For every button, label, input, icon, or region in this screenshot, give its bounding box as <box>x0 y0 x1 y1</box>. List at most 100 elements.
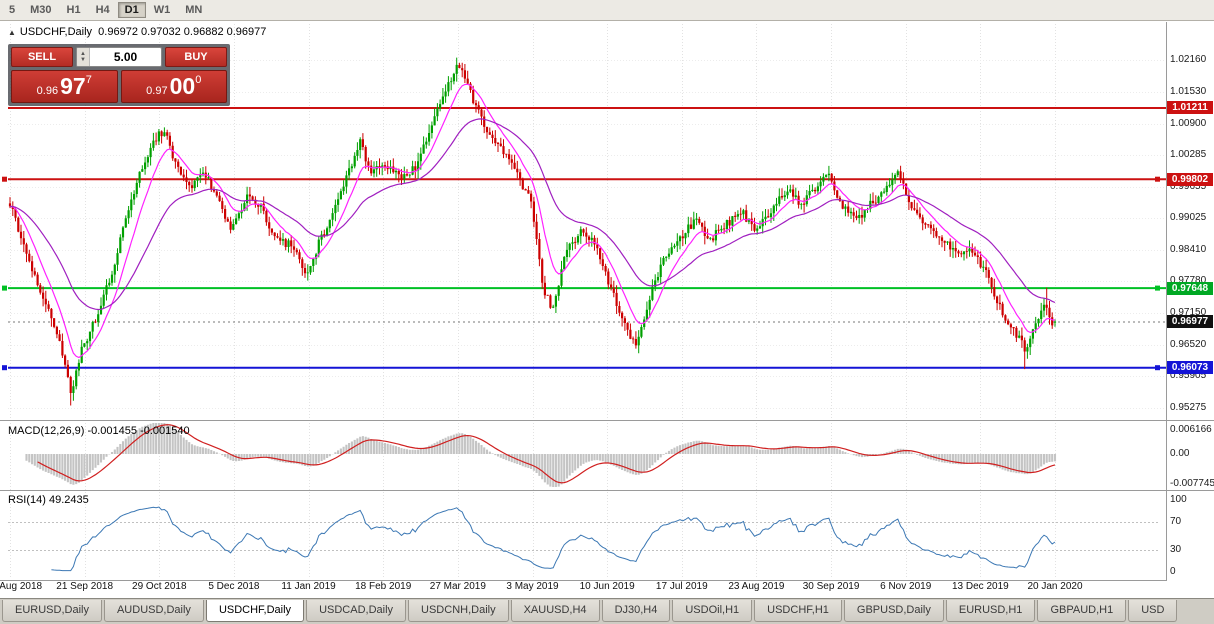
volume-value[interactable]: 5.00 <box>113 50 138 64</box>
chart-area[interactable]: ▲ USDCHF,Daily 0.96972 0.97032 0.96882 0.… <box>0 22 1214 598</box>
timeframe-button-m30[interactable]: M30 <box>30 4 52 16</box>
one-click-trading-panel: SELL ▲ ▼ 5.00 BUY 0.96 97 7 0.97 00 0 <box>8 44 230 106</box>
rsi-line <box>51 506 1056 572</box>
chart-header: ▲ USDCHF,Daily 0.96972 0.97032 0.96882 0.… <box>8 26 266 38</box>
rsi-tick-70: 70 <box>1170 515 1182 527</box>
sell-price-big-digits: 97 <box>60 73 86 99</box>
price-tick-0.97780: 0.97780 <box>1170 275 1214 286</box>
date-tick-3: 5 Dec 2018 <box>208 581 260 592</box>
chart-canvas[interactable] <box>0 22 1214 598</box>
chart-tab-usdcad-daily[interactable]: USDCAD,Daily <box>306 600 407 622</box>
rsi-tick-0: 0 <box>1170 566 1176 577</box>
chart-tab-xauusd-h4[interactable]: XAUUSD,H4 <box>510 600 600 622</box>
timeframe-button-mn[interactable]: MN <box>185 4 203 16</box>
price-tick-0.99655: 0.99655 <box>1170 180 1207 192</box>
price-tick-0.96520: 0.96520 <box>1170 339 1207 351</box>
level-line-handle-right-1[interactable] <box>1155 176 1160 182</box>
rsi-tick-30: 30 <box>1170 544 1182 556</box>
price-tick-1.00285: 1.00285 <box>1170 148 1207 160</box>
timeframe-toolbar: 5 M30 H1 H4 D1 W1 MN <box>0 0 1214 21</box>
price-tick-0.97150: 0.97150 <box>1170 307 1207 319</box>
horizontal-gridlines <box>8 60 1166 409</box>
level-price-label-3: 0.96073 <box>1167 361 1213 375</box>
rsi-indicator-label: RSI(14) 49.2435 <box>8 494 89 506</box>
moving-average-10 <box>9 83 1056 359</box>
price-tick-0.95275: 0.95275 <box>1170 402 1207 413</box>
buy-price-button[interactable]: 0.97 00 0 <box>120 70 227 103</box>
sell-price-button[interactable]: 0.96 97 7 <box>11 70 118 103</box>
current-price-label: 0.96977 <box>1167 315 1213 329</box>
level-line-handle-left-3[interactable] <box>2 365 7 371</box>
level-price-label-1: 0.99802 <box>1167 172 1213 186</box>
chart-tab-usd[interactable]: USD <box>1128 600 1178 622</box>
date-tick-5: 18 Feb 2019 <box>355 581 412 592</box>
chart-tab-audusd-daily[interactable]: AUDUSD,Daily <box>103 600 204 622</box>
date-tick-0: 10 Aug 2018 <box>0 581 43 592</box>
buy-price-big-digits: 00 <box>169 73 196 99</box>
volume-field[interactable]: ▲ ▼ 5.00 <box>76 47 162 67</box>
macd-histogram <box>25 423 1057 487</box>
timeframe-button-h1[interactable]: H1 <box>66 4 81 16</box>
date-tick-2: 29 Oct 2018 <box>132 581 187 592</box>
candle-bodies-down <box>8 64 1054 393</box>
macd-indicator-label: MACD(12,26,9) -0.001455 -0.001540 <box>8 425 190 437</box>
date-tick-7: 3 May 2019 <box>506 581 559 592</box>
volume-down-icon[interactable]: ▼ <box>80 57 86 63</box>
timeframe-button-w1[interactable]: W1 <box>153 4 171 16</box>
level-line-handle-right-2[interactable] <box>1155 285 1160 291</box>
level-line-handle-right-3[interactable] <box>1155 365 1160 371</box>
price-tick-1.01530: 1.01530 <box>1170 85 1207 97</box>
price-tick-0.98410: 0.98410 <box>1170 243 1207 255</box>
date-tick-11: 30 Sep 2019 <box>802 581 860 592</box>
price-tick-0.95905: 0.95905 <box>1170 370 1207 382</box>
buy-price-prefix: 0.97 <box>146 85 168 97</box>
collapse-arrow-icon[interactable]: ▲ <box>8 28 16 37</box>
chart-tab-dj30-h4[interactable]: DJ30,H4 <box>601 600 671 622</box>
volume-up-icon[interactable]: ▲ <box>80 51 86 57</box>
sell-price-prefix: 0.96 <box>36 85 59 97</box>
chart-tab-eurusd-h1[interactable]: EURUSD,H1 <box>945 600 1036 622</box>
price-tick-0.99025: 0.99025 <box>1170 212 1207 224</box>
volume-spinner[interactable]: ▲ ▼ <box>77 48 90 66</box>
moving-average-34 <box>9 118 1056 311</box>
sell-button[interactable]: SELL <box>11 47 73 67</box>
chart-tab-gbpaud-h1[interactable]: GBPAUD,H1 <box>1037 600 1127 622</box>
date-tick-14: 20 Jan 2020 <box>1027 581 1083 592</box>
rsi-tick-100: 100 <box>1170 494 1187 505</box>
chart-tab-usdcnh-daily[interactable]: USDCNH,Daily <box>408 600 509 622</box>
candle-wicks-down <box>9 62 1053 406</box>
level-line-handle-left-2[interactable] <box>2 285 7 291</box>
chart-tab-usdoil-h1[interactable]: USDOil,H1 <box>672 600 753 622</box>
date-tick-9: 17 Jul 2019 <box>655 581 708 592</box>
date-tick-10: 23 Aug 2019 <box>728 581 785 592</box>
date-tick-12: 6 Nov 2019 <box>880 581 932 592</box>
timeframe-button-5[interactable]: 5 <box>9 4 16 16</box>
date-tick-8: 10 Jun 2019 <box>579 581 635 592</box>
chart-tab-eurusd-daily[interactable]: EURUSD,Daily <box>2 600 102 622</box>
macd-tick--0.007745: -0.007745 <box>1170 478 1214 489</box>
price-tick-1.00900: 1.00900 <box>1170 117 1207 129</box>
time-scale[interactable]: 10 Aug 2018 21 Sep 2018 29 Oct 2018 5 Dec 2… <box>0 581 1166 596</box>
date-tick-4: 11 Jan 2019 <box>281 581 336 592</box>
chart-tab-gbpusd-daily[interactable]: GBPUSD,Daily <box>843 600 944 622</box>
date-tick-1: 21 Sep 2018 <box>56 581 113 592</box>
sell-price-pip-digit: 7 <box>85 74 92 86</box>
price-scale[interactable]: 1.02160 1.01530 1.00900 1.00285 0.99655 0.990… <box>1167 22 1214 598</box>
candle-bodies-up <box>72 64 1057 393</box>
timeframe-button-d1[interactable]: D1 <box>117 2 146 18</box>
chart-tab-usdchf-daily[interactable]: USDCHF,Daily <box>205 600 305 622</box>
buy-button[interactable]: BUY <box>165 47 227 67</box>
chart-tab-usdchf-h1[interactable]: USDCHF,H1 <box>754 600 842 622</box>
chart-svg[interactable] <box>0 22 1214 598</box>
chart-symbol-label: USDCHF,Daily <box>19 26 93 38</box>
price-tick-1.02160: 1.02160 <box>1170 54 1207 65</box>
panel-separators <box>0 420 1214 581</box>
vertical-gridlines <box>10 24 1056 578</box>
date-tick-13: 13 Dec 2019 <box>951 581 1009 592</box>
level-price-label-2: 0.97648 <box>1167 281 1213 295</box>
level-line-handle-left-1[interactable] <box>2 176 7 182</box>
chart-tabs-bar: EURUSD,Daily AUDUSD,Daily USDCHF,Daily USDC… <box>0 598 1214 624</box>
timeframe-button-h4[interactable]: H4 <box>95 4 110 16</box>
macd-tick-0.00: 0.00 <box>1170 447 1190 459</box>
